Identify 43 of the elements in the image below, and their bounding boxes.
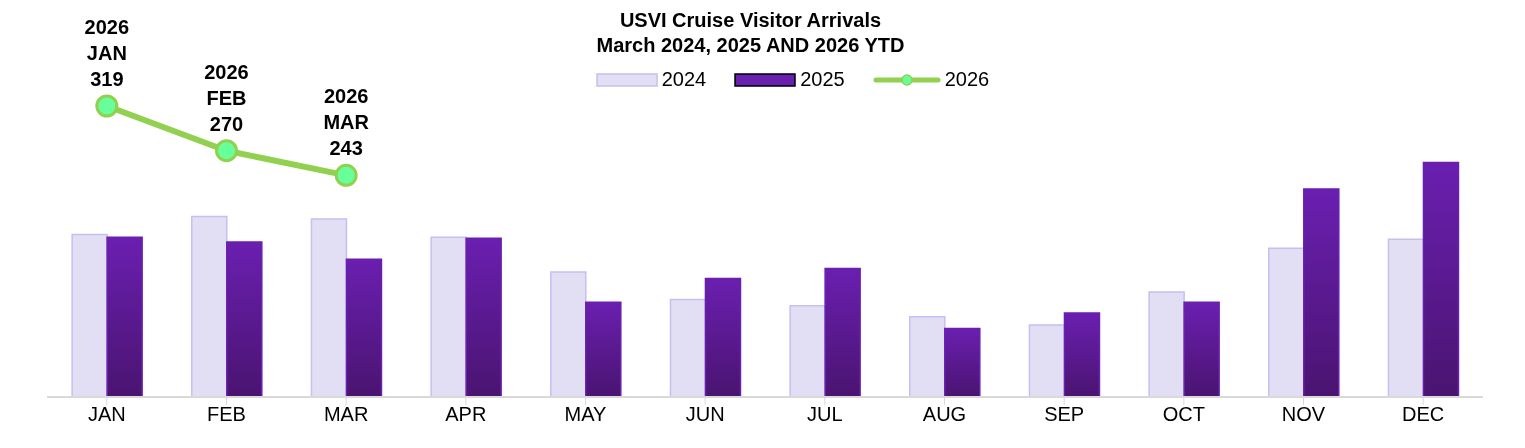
x-tick-label: MAY xyxy=(564,403,607,426)
bar xyxy=(345,258,383,398)
x-tick-label: AUG xyxy=(922,403,967,426)
x-tick-label: SEP xyxy=(1044,403,1085,426)
bar xyxy=(1063,312,1101,398)
bar xyxy=(550,271,587,398)
x-tick-label: APR xyxy=(445,403,487,426)
bar xyxy=(669,298,707,398)
x-tick-label: OCT xyxy=(1162,403,1205,426)
legend-label: 2024 xyxy=(661,68,707,91)
bar xyxy=(310,218,348,398)
bar xyxy=(106,236,143,398)
x-tick-label: JAN xyxy=(87,403,126,426)
bar xyxy=(465,237,502,398)
legend-label: 2025 xyxy=(800,68,845,91)
bar xyxy=(1268,247,1305,398)
bar xyxy=(789,305,826,398)
bar xyxy=(1028,324,1066,398)
bar xyxy=(824,267,861,398)
bar xyxy=(1422,161,1460,398)
bar xyxy=(191,215,228,398)
bar xyxy=(1148,291,1185,398)
legend-label: 2026 xyxy=(944,68,990,91)
bar xyxy=(704,277,742,398)
bar xyxy=(585,301,622,398)
x-tick-label: JUL xyxy=(807,403,843,426)
bar xyxy=(71,233,108,398)
x-tick-label: DEC xyxy=(1402,403,1445,426)
x-tick-label: FEB xyxy=(207,403,246,426)
bar xyxy=(944,327,981,398)
bar xyxy=(430,236,467,398)
chart-title: USVI Cruise Visitor Arrivals March 2024, 2025 AND 2026 YTD xyxy=(596,9,905,56)
bar xyxy=(226,241,263,398)
data-label: 2026 FEB 270 xyxy=(204,60,249,135)
data-label: 2026 JAN 319 xyxy=(84,16,130,90)
bar xyxy=(1183,301,1220,398)
bar xyxy=(1303,188,1340,398)
bar xyxy=(909,315,946,398)
bar xyxy=(1387,238,1425,398)
x-tick-label: JUN xyxy=(685,403,725,426)
x-tick-label: MAR xyxy=(323,403,369,426)
x-tick-label: NOV xyxy=(1281,403,1326,426)
data-label: 2026 MAR 243 xyxy=(323,85,370,160)
